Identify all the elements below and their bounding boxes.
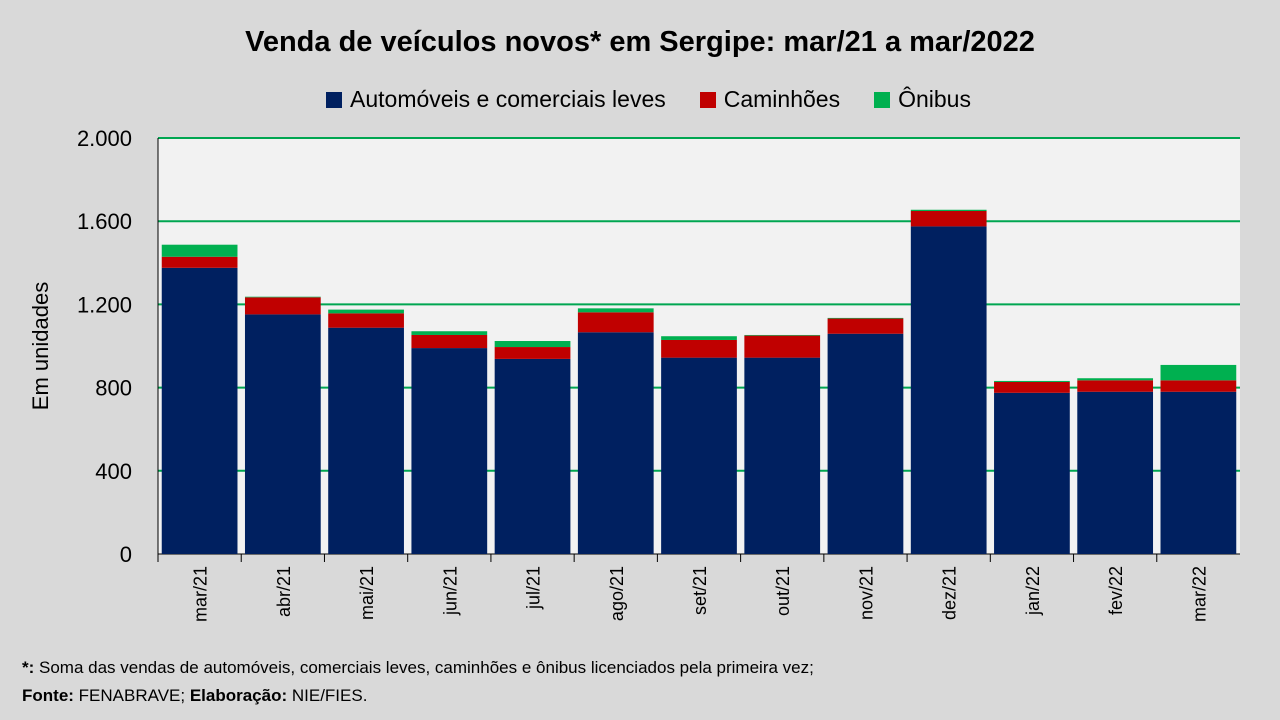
footnote-line-2: Fonte: FENABRAVE; Elaboração: NIE/FIES. — [22, 682, 814, 710]
elaboration-label: Elaboração: — [189, 686, 288, 705]
bar-segment-onibus — [577, 308, 654, 313]
y-tick-label: 2.000 — [77, 126, 132, 151]
footnote: *: Soma das vendas de automóveis, comerc… — [22, 654, 814, 710]
x-tick-label: mar/22 — [1189, 566, 1209, 622]
legend-label: Ônibus — [898, 86, 971, 112]
bar-segment-onibus — [161, 244, 238, 257]
bar-segment-caminhoes — [244, 297, 321, 315]
bar-segment-automoveis — [577, 332, 654, 554]
legend-item-onibus: Ônibus — [874, 86, 971, 113]
bar-segment-automoveis — [494, 358, 571, 554]
legend-item-caminhoes: Caminhões — [699, 86, 841, 113]
bar-segment-onibus — [744, 334, 821, 336]
footnote-star: *: — [22, 658, 35, 677]
bar-segment-automoveis — [994, 392, 1070, 554]
legend: Automóveis e comerciais leves Caminhões … — [326, 86, 971, 113]
bar-segment-automoveis — [744, 357, 821, 554]
x-tick-label: jun/21 — [440, 566, 460, 616]
bar-segment-automoveis — [244, 314, 321, 554]
x-tick-label: mar/21 — [191, 566, 211, 622]
x-tick-label: mai/21 — [357, 566, 377, 620]
bar-segment-onibus — [827, 317, 904, 319]
bar-segment-caminhoes — [744, 335, 821, 358]
bar-segment-caminhoes — [994, 381, 1070, 393]
y-tick-label: 1.600 — [77, 209, 132, 234]
x-tick-label: jan/22 — [1023, 566, 1043, 616]
source-text: FENABRAVE; — [73, 686, 190, 705]
bar-segment-caminhoes — [161, 256, 238, 268]
bar-segment-automoveis — [328, 327, 404, 554]
bar-segment-automoveis — [161, 267, 238, 554]
footnote-line-1: *: Soma das vendas de automóveis, comerc… — [22, 654, 814, 682]
legend-item-automoveis: Automóveis e comerciais leves — [326, 86, 666, 113]
x-tick-label: dez/21 — [940, 566, 960, 620]
x-tick-label: abr/21 — [274, 566, 294, 617]
y-tick-label: 1.200 — [77, 292, 132, 317]
bar-segment-onibus — [411, 331, 488, 335]
bar-segment-automoveis — [661, 357, 737, 554]
bar-segment-automoveis — [1077, 391, 1154, 554]
source-label: Fonte: — [22, 686, 74, 705]
bar-segment-automoveis — [910, 226, 987, 554]
bar-segment-caminhoes — [1160, 380, 1237, 392]
y-tick-label: 800 — [95, 376, 132, 401]
bar-segment-automoveis — [1160, 391, 1237, 554]
y-axis-label: Em unidades — [28, 282, 53, 410]
bar-segment-caminhoes — [661, 339, 737, 358]
bar-segment-automoveis — [827, 333, 904, 554]
bar-segment-onibus — [1077, 378, 1154, 381]
bar-segment-onibus — [910, 209, 987, 212]
bar-segment-caminhoes — [577, 312, 654, 333]
legend-swatch — [874, 91, 891, 108]
elaboration-text: NIE/FIES. — [287, 686, 368, 705]
x-tick-label: out/21 — [773, 566, 793, 616]
x-tick-label: jul/21 — [524, 566, 544, 610]
x-tick-label: nov/21 — [856, 566, 876, 620]
bar-segment-caminhoes — [910, 211, 987, 227]
legend-label: Caminhões — [723, 86, 841, 112]
bar-segment-onibus — [661, 336, 737, 340]
bar-segment-onibus — [244, 296, 321, 298]
y-tick-label: 400 — [95, 459, 132, 484]
footnote-text: Soma das vendas de automóveis, comerciai… — [34, 658, 814, 677]
bar-segment-caminhoes — [827, 318, 904, 334]
bar-segment-onibus — [494, 341, 571, 348]
x-tick-label: fev/22 — [1106, 566, 1126, 615]
bar-segment-caminhoes — [328, 313, 404, 328]
y-tick-label: 0 — [120, 542, 132, 567]
bar-segment-onibus — [1160, 364, 1237, 381]
bar-segment-onibus — [994, 380, 1070, 382]
x-tick-label: ago/21 — [607, 566, 627, 621]
bar-segment-onibus — [328, 309, 404, 314]
x-tick-label: set/21 — [690, 566, 710, 615]
bar-segment-caminhoes — [1077, 380, 1154, 392]
bar-segment-automoveis — [411, 348, 488, 554]
bar-segment-caminhoes — [494, 347, 571, 359]
legend-swatch — [326, 91, 342, 108]
chart-title: Venda de veículos novos* em Sergipe: mar… — [245, 26, 1035, 58]
legend-swatch — [699, 91, 716, 108]
legend-label: Automóveis e comerciais leves — [350, 86, 666, 112]
bar-segment-caminhoes — [411, 334, 488, 349]
